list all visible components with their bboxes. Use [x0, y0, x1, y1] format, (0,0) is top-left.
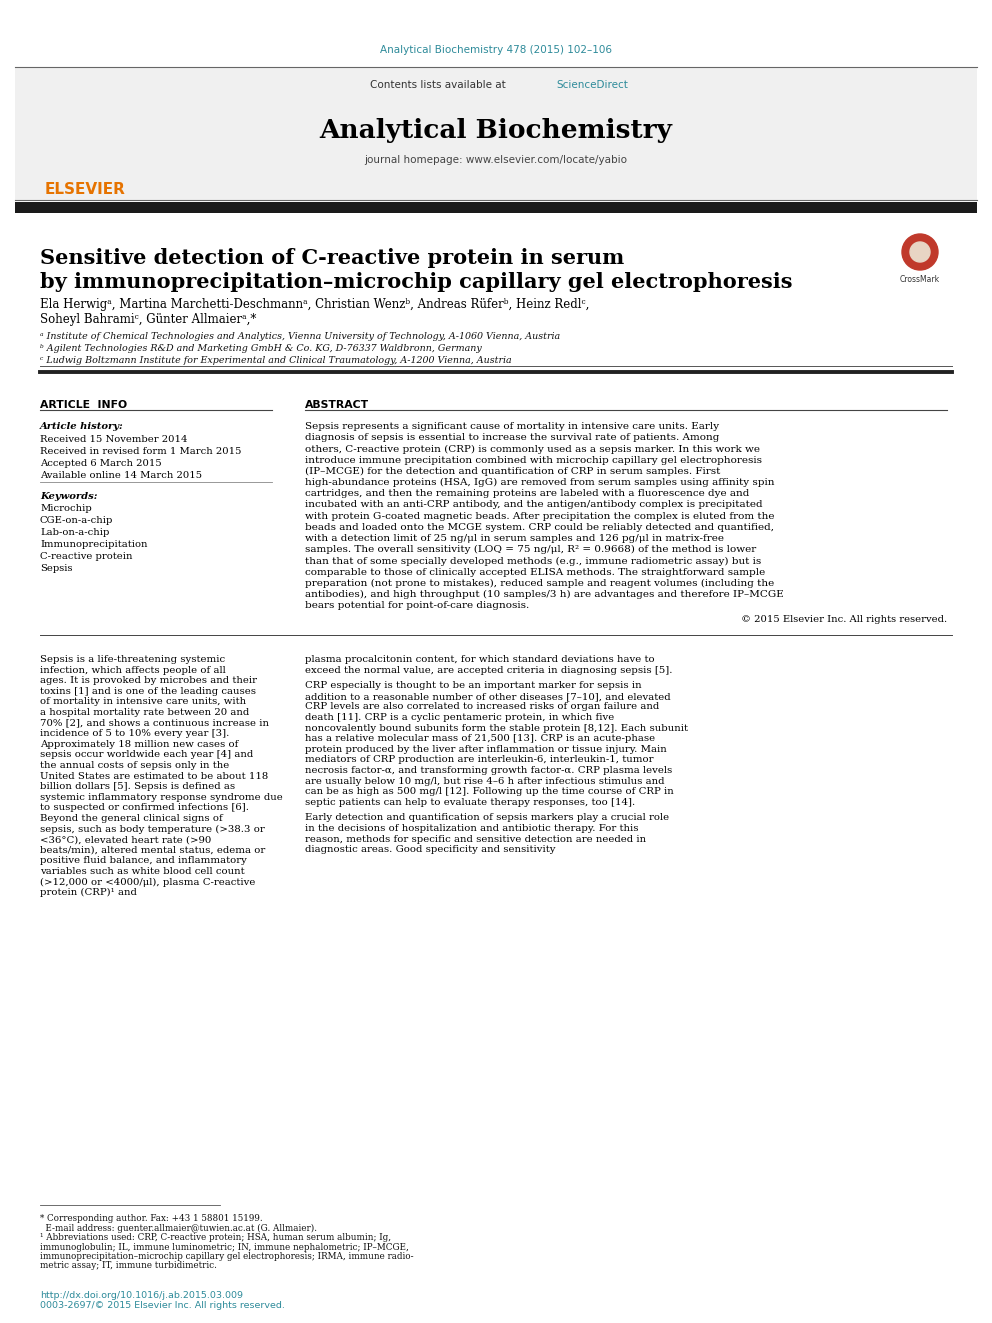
Text: diagnosis of sepsis is essential to increase the survival rate of patients. Amon: diagnosis of sepsis is essential to incr…: [305, 433, 719, 442]
Text: E-mail address: guenter.allmaier@tuwien.ac.at (G. Allmaier).: E-mail address: guenter.allmaier@tuwien.…: [40, 1224, 317, 1233]
Text: Sepsis: Sepsis: [40, 564, 72, 573]
Text: positive fluid balance, and inflammatory: positive fluid balance, and inflammatory: [40, 856, 247, 865]
Text: Beyond the general clinical signs of: Beyond the general clinical signs of: [40, 814, 223, 823]
Text: Early detection and quantification of sepsis markers play a crucial role: Early detection and quantification of se…: [305, 814, 670, 823]
Circle shape: [902, 234, 938, 270]
Text: than that of some specially developed methods (e.g., immune radiometric assay) b: than that of some specially developed me…: [305, 557, 761, 565]
Text: journal homepage: www.elsevier.com/locate/yabio: journal homepage: www.elsevier.com/locat…: [364, 155, 628, 165]
Text: cartridges, and then the remaining proteins are labeled with a fluorescence dye : cartridges, and then the remaining prote…: [305, 490, 749, 499]
Text: billion dollars [5]. Sepsis is defined as: billion dollars [5]. Sepsis is defined a…: [40, 782, 235, 791]
Text: Immunoprecipitation: Immunoprecipitation: [40, 540, 148, 549]
Text: systemic inflammatory response syndrome due: systemic inflammatory response syndrome …: [40, 792, 283, 802]
Text: infection, which affects people of all: infection, which affects people of all: [40, 665, 226, 675]
Text: others, C-reactive protein (CRP) is commonly used as a sepsis marker. In this wo: others, C-reactive protein (CRP) is comm…: [305, 445, 760, 454]
Text: ScienceDirect: ScienceDirect: [556, 79, 628, 90]
Text: preparation (not prone to mistakes), reduced sample and reagent volumes (includi: preparation (not prone to mistakes), red…: [305, 578, 774, 587]
Text: samples. The overall sensitivity (LOQ = 75 ng/μl, R² = 0.9668) of the method is : samples. The overall sensitivity (LOQ = …: [305, 545, 756, 554]
Text: are usually below 10 mg/l, but rise 4–6 h after infectious stimulus and: are usually below 10 mg/l, but rise 4–6 …: [305, 777, 665, 786]
Text: with a detection limit of 25 ng/μl in serum samples and 126 pg/μl in matrix-free: with a detection limit of 25 ng/μl in se…: [305, 534, 724, 542]
Text: bears potential for point-of-care diagnosis.: bears potential for point-of-care diagno…: [305, 601, 530, 610]
Text: exceed the normal value, are accepted criteria in diagnosing sepsis [5].: exceed the normal value, are accepted cr…: [305, 665, 673, 675]
Text: CRP levels are also correlated to increased risks of organ failure and: CRP levels are also correlated to increa…: [305, 703, 660, 712]
Text: with protein G-coated magnetic beads. After precipitation the complex is eluted : with protein G-coated magnetic beads. Af…: [305, 512, 775, 520]
Text: to suspected or confirmed infections [6].: to suspected or confirmed infections [6]…: [40, 803, 249, 812]
Text: United States are estimated to be about 118: United States are estimated to be about …: [40, 771, 268, 781]
Text: CRP especially is thought to be an important marker for sepsis in: CRP especially is thought to be an impor…: [305, 681, 642, 691]
Text: of mortality in intensive care units, with: of mortality in intensive care units, wi…: [40, 697, 246, 706]
Text: variables such as white blood cell count: variables such as white blood cell count: [40, 867, 245, 876]
Text: Received in revised form 1 March 2015: Received in revised form 1 March 2015: [40, 447, 241, 456]
Text: Microchip: Microchip: [40, 504, 91, 513]
Text: necrosis factor-α, and transforming growth factor-α. CRP plasma levels: necrosis factor-α, and transforming grow…: [305, 766, 673, 775]
Text: diagnostic areas. Good specificity and sensitivity: diagnostic areas. Good specificity and s…: [305, 845, 556, 855]
Text: ARTICLE  INFO: ARTICLE INFO: [40, 400, 127, 410]
Text: ᵇ Agilent Technologies R&D and Marketing GmbH & Co. KG, D-76337 Waldbronn, Germa: ᵇ Agilent Technologies R&D and Marketing…: [40, 344, 482, 353]
Text: noncovalently bound subunits form the stable protein [8,12]. Each subunit: noncovalently bound subunits form the st…: [305, 724, 688, 733]
Text: Analytical Biochemistry 478 (2015) 102–106: Analytical Biochemistry 478 (2015) 102–1…: [380, 45, 612, 56]
Text: mediators of CRP production are interleukin-6, interleukin-1, tumor: mediators of CRP production are interleu…: [305, 755, 654, 765]
Text: septic patients can help to evaluate therapy responses, too [14].: septic patients can help to evaluate the…: [305, 798, 635, 807]
Circle shape: [910, 242, 930, 262]
Text: high-abundance proteins (HSA, IgG) are removed from serum samples using affinity: high-abundance proteins (HSA, IgG) are r…: [305, 478, 775, 487]
Text: addition to a reasonable number of other diseases [7–10], and elevated: addition to a reasonable number of other…: [305, 692, 671, 701]
Text: http://dx.doi.org/10.1016/j.ab.2015.03.009: http://dx.doi.org/10.1016/j.ab.2015.03.0…: [40, 1291, 243, 1301]
Text: ᶜ Ludwig Boltzmann Institute for Experimental and Clinical Traumatology, A-1200 : ᶜ Ludwig Boltzmann Institute for Experim…: [40, 356, 512, 365]
Bar: [15, 202, 977, 213]
Text: has a relative molecular mass of 21,500 [13]. CRP is an acute-phase: has a relative molecular mass of 21,500 …: [305, 734, 655, 744]
Text: © 2015 Elsevier Inc. All rights reserved.: © 2015 Elsevier Inc. All rights reserved…: [741, 615, 947, 624]
Text: Sepsis is a life-threatening systemic: Sepsis is a life-threatening systemic: [40, 655, 225, 664]
Text: immunoglobulin; IL, immune luminometric; IN, immune nephalometric; IP–MCGE,: immunoglobulin; IL, immune luminometric;…: [40, 1242, 409, 1252]
Text: Article history:: Article history:: [40, 422, 124, 431]
Text: Contents lists available at: Contents lists available at: [370, 79, 509, 90]
Text: sepsis occur worldwide each year [4] and: sepsis occur worldwide each year [4] and: [40, 750, 253, 759]
Text: ABSTRACT: ABSTRACT: [305, 400, 369, 410]
Text: Ela Herwigᵃ, Martina Marchetti-Deschmannᵃ, Christian Wenzᵇ, Andreas Rüferᵇ, Hein: Ela Herwigᵃ, Martina Marchetti-Deschmann…: [40, 298, 589, 311]
Text: antibodies), and high throughput (10 samples/3 h) are advantages and therefore I: antibodies), and high throughput (10 sam…: [305, 590, 784, 599]
Text: incidence of 5 to 10% every year [3].: incidence of 5 to 10% every year [3].: [40, 729, 229, 738]
Text: Approximately 18 million new cases of: Approximately 18 million new cases of: [40, 740, 238, 749]
Text: metric assay; IT, immune turbidimetric.: metric assay; IT, immune turbidimetric.: [40, 1262, 217, 1270]
Text: * Corresponding author. Fax: +43 1 58801 15199.: * Corresponding author. Fax: +43 1 58801…: [40, 1215, 263, 1222]
Text: can be as high as 500 mg/l [12]. Following up the time course of CRP in: can be as high as 500 mg/l [12]. Followi…: [305, 787, 674, 796]
Text: introduce immune precipitation combined with microchip capillary gel electrophor: introduce immune precipitation combined …: [305, 455, 762, 464]
Text: Sensitive detection of C-reactive protein in serum: Sensitive detection of C-reactive protei…: [40, 247, 624, 269]
Text: CrossMark: CrossMark: [900, 275, 940, 284]
Text: 70% [2], and shows a continuous increase in: 70% [2], and shows a continuous increase…: [40, 718, 269, 728]
Text: Lab-on-a-chip: Lab-on-a-chip: [40, 528, 109, 537]
Text: Keywords:: Keywords:: [40, 492, 97, 501]
Text: Available online 14 March 2015: Available online 14 March 2015: [40, 471, 202, 480]
Text: ᵃ Institute of Chemical Technologies and Analytics, Vienna University of Technol: ᵃ Institute of Chemical Technologies and…: [40, 332, 560, 341]
Text: (>12,000 or <4000/μl), plasma C-reactive: (>12,000 or <4000/μl), plasma C-reactive: [40, 877, 255, 886]
Text: Sepsis represents a significant cause of mortality in intensive care units. Earl: Sepsis represents a significant cause of…: [305, 422, 719, 431]
Text: Soheyl Bahramiᶜ, Günter Allmaierᵃ,*: Soheyl Bahramiᶜ, Günter Allmaierᵃ,*: [40, 314, 256, 325]
Text: protein produced by the liver after inflammation or tissue injury. Main: protein produced by the liver after infl…: [305, 745, 667, 754]
Text: ELSEVIER: ELSEVIER: [45, 183, 126, 197]
Text: immunoprecipitation–microchip capillary gel electrophoresis; IRMA, immune radio-: immunoprecipitation–microchip capillary …: [40, 1252, 414, 1261]
Text: (IP–MCGE) for the detection and quantification of CRP in serum samples. First: (IP–MCGE) for the detection and quantifi…: [305, 467, 720, 476]
Text: Accepted 6 March 2015: Accepted 6 March 2015: [40, 459, 162, 468]
Text: ¹ Abbreviations used: CRP, C-reactive protein; HSA, human serum albumin; Ig,: ¹ Abbreviations used: CRP, C-reactive pr…: [40, 1233, 391, 1242]
Text: the annual costs of sepsis only in the: the annual costs of sepsis only in the: [40, 761, 229, 770]
Text: death [11]. CRP is a cyclic pentameric protein, in which five: death [11]. CRP is a cyclic pentameric p…: [305, 713, 614, 722]
Text: sepsis, such as body temperature (>38.3 or: sepsis, such as body temperature (>38.3 …: [40, 824, 265, 833]
Text: in the decisions of hospitalization and antibiotic therapy. For this: in the decisions of hospitalization and …: [305, 824, 639, 833]
Text: toxins [1] and is one of the leading causes: toxins [1] and is one of the leading cau…: [40, 687, 256, 696]
Text: plasma procalcitonin content, for which standard deviations have to: plasma procalcitonin content, for which …: [305, 655, 655, 664]
Text: Received 15 November 2014: Received 15 November 2014: [40, 435, 187, 445]
Bar: [15, 67, 977, 200]
Text: beads and loaded onto the MCGE system. CRP could be reliably detected and quanti: beads and loaded onto the MCGE system. C…: [305, 523, 774, 532]
Text: Analytical Biochemistry: Analytical Biochemistry: [319, 118, 673, 143]
Text: beats/min), altered mental status, edema or: beats/min), altered mental status, edema…: [40, 845, 265, 855]
Text: by immunoprecipitation–microchip capillary gel electrophoresis: by immunoprecipitation–microchip capilla…: [40, 273, 793, 292]
Text: C-reactive protein: C-reactive protein: [40, 552, 133, 561]
Text: protein (CRP)¹ and: protein (CRP)¹ and: [40, 888, 137, 897]
Text: <36°C), elevated heart rate (>90: <36°C), elevated heart rate (>90: [40, 835, 211, 844]
Text: a hospital mortality rate between 20 and: a hospital mortality rate between 20 and: [40, 708, 249, 717]
Text: ages. It is provoked by microbes and their: ages. It is provoked by microbes and the…: [40, 676, 257, 685]
Text: reason, methods for specific and sensitive detection are needed in: reason, methods for specific and sensiti…: [305, 835, 646, 844]
Text: CGE-on-a-chip: CGE-on-a-chip: [40, 516, 113, 525]
Text: comparable to those of clinically accepted ELISA methods. The straightforward sa: comparable to those of clinically accept…: [305, 568, 765, 577]
Text: 0003-2697/© 2015 Elsevier Inc. All rights reserved.: 0003-2697/© 2015 Elsevier Inc. All right…: [40, 1302, 285, 1311]
Text: incubated with an anti-CRP antibody, and the antigen/antibody complex is precipi: incubated with an anti-CRP antibody, and…: [305, 500, 763, 509]
